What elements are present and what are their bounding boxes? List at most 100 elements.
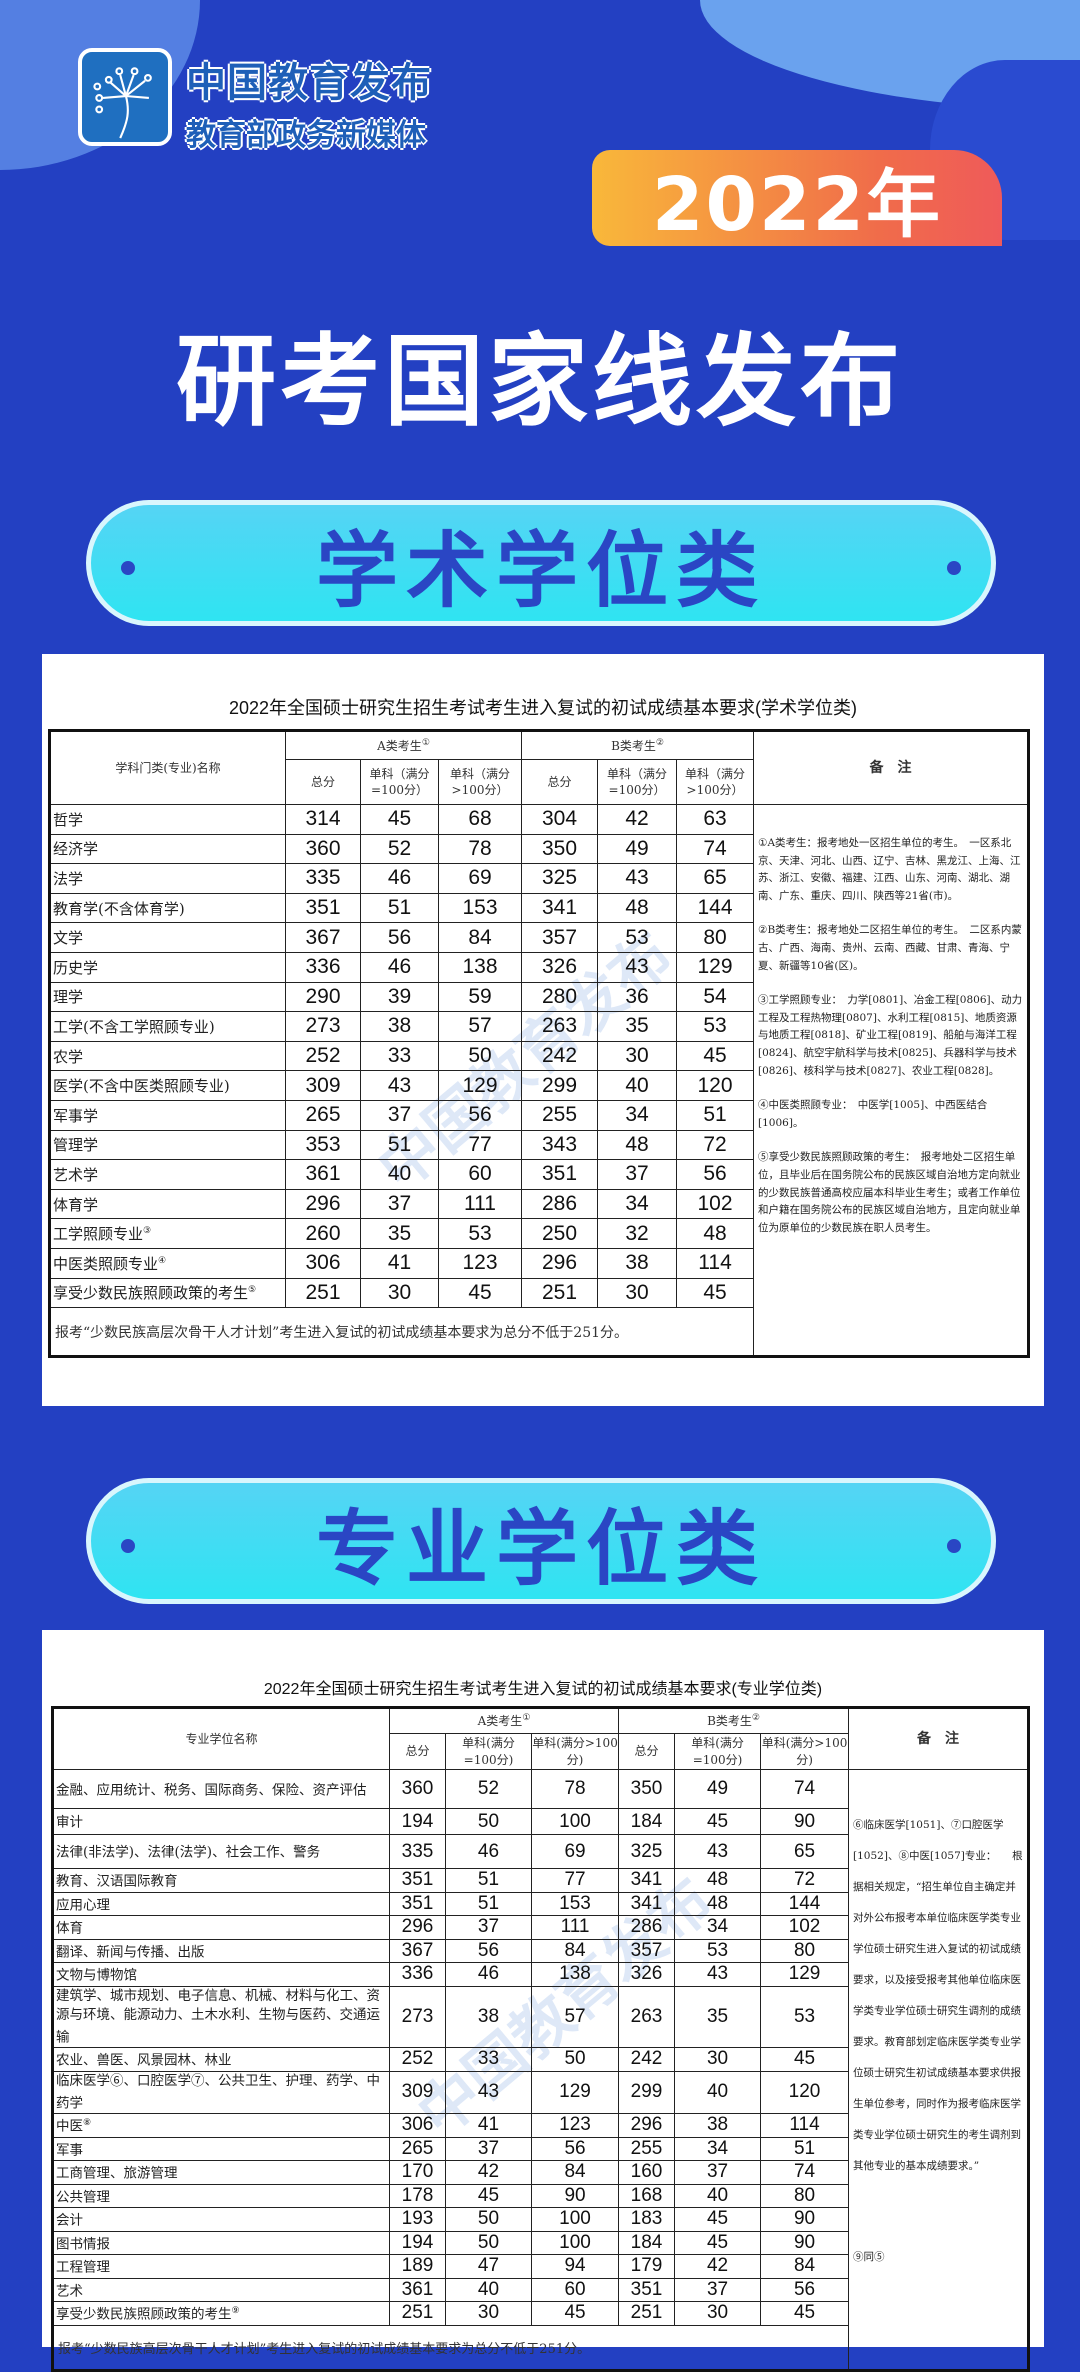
score-cell: 53 xyxy=(760,1985,850,2048)
row-name: 体育 xyxy=(52,1915,390,1940)
score-cell: 306 xyxy=(285,1247,361,1279)
score-cell: 138 xyxy=(530,1962,620,1987)
row-name: 应用心理 xyxy=(52,1891,390,1916)
score-cell: 309 xyxy=(285,1070,361,1101)
score-cell: 30 xyxy=(674,2047,762,2072)
table-title: 2022年全国硕士研究生招生考试考生进入复试的初试成绩基本要求(学术学位类) xyxy=(228,698,858,718)
row-name: 中医类照顾专业④ xyxy=(49,1247,286,1279)
row-name: 教育学(不含体育学) xyxy=(49,892,286,924)
score-cell: 68 xyxy=(437,804,523,835)
score-cell: 56 xyxy=(360,922,439,953)
score-cell: 357 xyxy=(521,922,599,953)
score-cell: 38 xyxy=(445,1985,532,2048)
table-row: 历史学 336 46 138 326 43 129 xyxy=(49,951,1029,983)
score-cell: 74 xyxy=(676,833,755,865)
score-cell: 351 xyxy=(521,1159,599,1190)
score-cell: 280 xyxy=(521,981,599,1013)
header-remarks: 备 注 xyxy=(753,730,1030,805)
row-name: 工程管理 xyxy=(52,2254,390,2279)
score-cell: 77 xyxy=(437,1129,523,1161)
remark-item: ⑨同⑤ xyxy=(853,2251,885,2263)
score-cell: 37 xyxy=(445,2136,532,2161)
score-cell: 45 xyxy=(676,1040,755,1072)
score-cell: 194 xyxy=(389,1808,446,1835)
table-row: 军事 265 37 56 255 34 51 xyxy=(52,2136,1029,2161)
score-cell: 255 xyxy=(521,1099,599,1131)
score-cell: 69 xyxy=(530,1834,620,1869)
table-row: 公共管理 178 45 90 168 40 80 xyxy=(52,2183,1029,2208)
score-cell: 263 xyxy=(618,1985,676,2048)
remark-item: ⑥临床医学[1051]、⑦口腔医学[1052]、⑧中医[1057]专业： 根据相… xyxy=(853,1819,1023,2172)
score-cell: 34 xyxy=(597,1188,678,1220)
score-cell: 299 xyxy=(521,1070,599,1101)
score-cell: 37 xyxy=(445,1915,532,1940)
score-cell: 296 xyxy=(521,1247,599,1279)
table-row: 会计 193 50 100 183 45 90 xyxy=(52,2207,1029,2232)
table-row: 体育 296 37 111 286 34 102 xyxy=(52,1915,1029,1940)
score-cell: 45 xyxy=(530,2301,620,2326)
row-name: 哲学 xyxy=(49,804,286,835)
score-cell: 51 xyxy=(676,1099,755,1131)
table-row: 军事学 265 37 56 255 34 51 xyxy=(49,1099,1029,1131)
score-cell: 35 xyxy=(674,1985,762,2048)
score-cell: 56 xyxy=(445,1938,532,1963)
score-cell: 56 xyxy=(676,1159,755,1190)
header-single-gt100: 单科(满分>100分) xyxy=(760,1733,850,1770)
score-cell: 74 xyxy=(760,1769,850,1809)
table-row: 图书情报 194 50 100 184 45 90 xyxy=(52,2230,1029,2255)
score-cell: 351 xyxy=(285,892,361,924)
row-name: 图书情报 xyxy=(52,2230,390,2255)
score-cell: 84 xyxy=(530,1938,620,1963)
header-group-a: A类考生① xyxy=(284,730,523,760)
score-cell: 129 xyxy=(437,1070,523,1101)
score-cell: 41 xyxy=(360,1247,439,1279)
score-cell: 60 xyxy=(437,1159,523,1190)
score-cell: 129 xyxy=(530,2070,620,2114)
score-cell: 48 xyxy=(674,1868,762,1893)
score-cell: 114 xyxy=(760,2113,850,2138)
score-cell: 45 xyxy=(437,1277,523,1309)
score-cell: 45 xyxy=(445,2183,532,2208)
score-cell: 48 xyxy=(597,892,678,924)
header-single-100: 单科(满分=100分) xyxy=(674,1733,762,1770)
score-cell: 153 xyxy=(530,1891,620,1916)
row-name: 医学(不含中医类照顾专业) xyxy=(49,1070,286,1101)
score-cell: 265 xyxy=(285,1099,361,1131)
score-cell: 120 xyxy=(760,2070,850,2114)
section-label-professional: 专业学位类 xyxy=(86,1478,996,1604)
header-total: 总分 xyxy=(389,1733,446,1770)
score-cell: 84 xyxy=(530,2160,620,2185)
score-cell: 361 xyxy=(389,2277,446,2302)
row-name: 会计 xyxy=(52,2207,390,2232)
score-cell: 114 xyxy=(676,1247,755,1279)
score-cell: 265 xyxy=(389,2136,446,2161)
score-cell: 314 xyxy=(285,804,361,835)
score-cell: 102 xyxy=(760,1915,850,1940)
table-row: 工商管理、旅游管理 170 42 84 160 37 74 xyxy=(52,2160,1029,2185)
brand-subtitle: 教育部政务新媒体 xyxy=(186,118,426,153)
score-cell: 306 xyxy=(389,2113,446,2138)
score-cell: 129 xyxy=(760,1962,850,1987)
row-name: 管理学 xyxy=(49,1129,286,1161)
score-cell: 45 xyxy=(760,2047,850,2072)
score-cell: 170 xyxy=(389,2160,446,2185)
table-row: 教育学(不含体育学) 351 51 153 341 48 144 xyxy=(49,892,1029,924)
score-cell: 326 xyxy=(521,951,599,983)
header-total: 总分 xyxy=(521,759,599,805)
table-row: 文学 367 56 84 357 53 80 xyxy=(49,922,1029,953)
score-cell: 367 xyxy=(389,1938,446,1963)
score-cell: 296 xyxy=(618,2113,676,2138)
score-cell: 40 xyxy=(360,1159,439,1190)
remark-item: ①A类考生：报考地处一区招生单位的考生。 一区系北京、天津、河北、山西、辽宁、吉… xyxy=(758,837,1021,902)
header-name: 专业学位名称 xyxy=(52,1707,390,1770)
score-cell: 48 xyxy=(674,1891,762,1916)
table-row: 中医类照顾专业④ 306 41 123 296 38 114 xyxy=(49,1247,1029,1279)
score-cell: 48 xyxy=(676,1218,755,1249)
score-cell: 351 xyxy=(389,1891,446,1916)
score-cell: 37 xyxy=(674,2160,762,2185)
score-cell: 144 xyxy=(676,892,755,924)
row-name: 工学照顾专业③ xyxy=(49,1218,286,1249)
score-cell: 33 xyxy=(360,1040,439,1072)
score-cell: 42 xyxy=(674,2254,762,2279)
table-row: 文物与博物馆 336 46 138 326 43 129 xyxy=(52,1962,1029,1987)
